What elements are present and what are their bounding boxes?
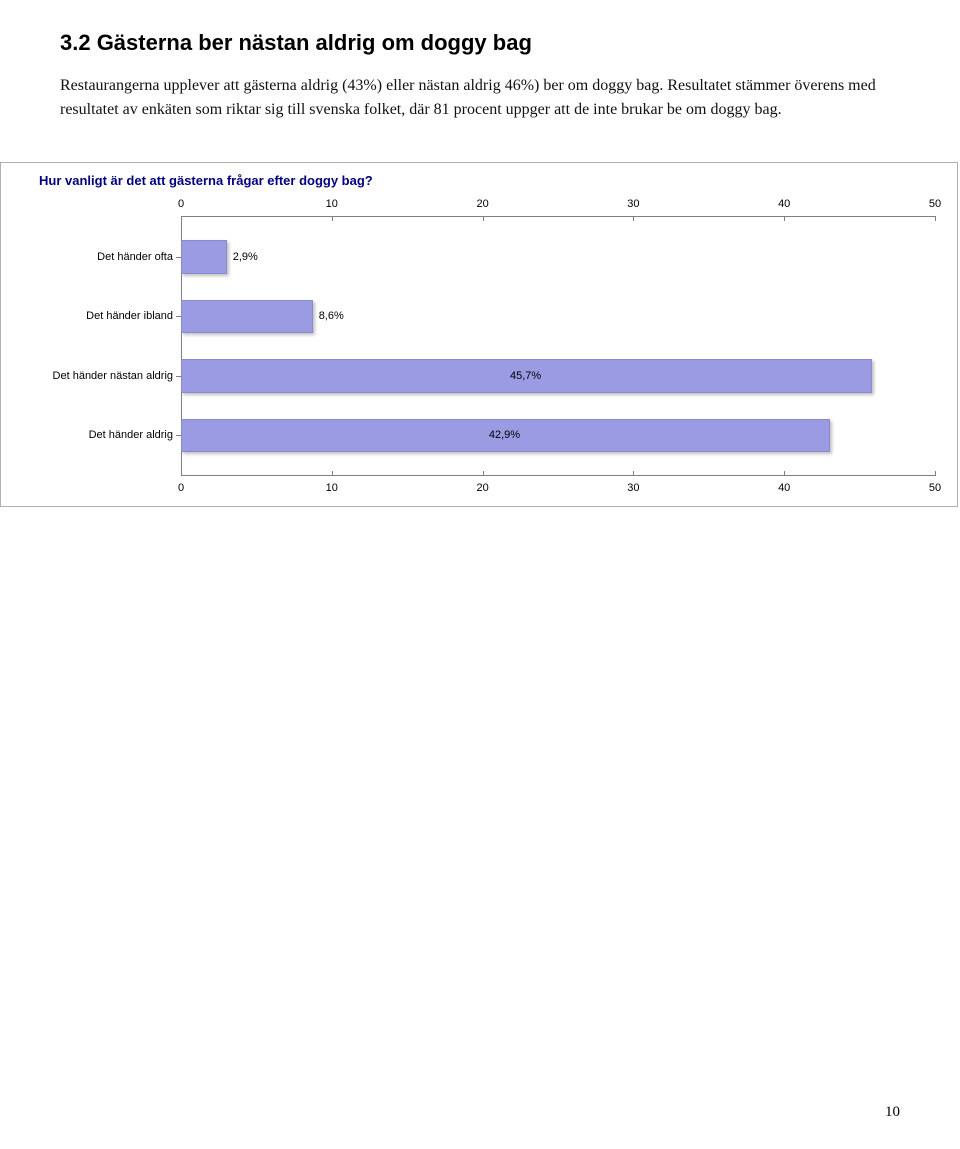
chart-plot-area: Det händer ofta2,9% Det händer ibland8,6%… [181,196,935,496]
x-tick-mark [633,471,634,476]
x-tick-mark [181,216,182,221]
x-tick-mark [483,471,484,476]
x-tick-mark [483,216,484,221]
x-tick-mark [181,471,182,476]
chart-title: Hur vanligt är det att gästerna frågar e… [39,173,947,188]
bar-value-label: 45,7% [510,370,541,382]
x-tick-label: 40 [778,198,790,210]
bar-value-label: 8,6% [319,310,344,322]
bar [181,240,227,274]
bar-value-label: 2,9% [233,251,258,263]
bar-row: Det händer aldrig42,9% [181,415,935,457]
bar-row: Det händer nästan aldrig45,7% [181,355,935,397]
x-axis-top [181,216,935,217]
x-tick-label: 50 [929,198,941,210]
body-paragraph: Restaurangerna upplever att gästerna ald… [60,74,900,122]
category-label: Det händer ibland [13,310,181,322]
section-heading: 3.2 Gästerna ber nästan aldrig om doggy … [60,30,900,56]
x-tick-mark [332,471,333,476]
x-tick-mark [784,216,785,221]
x-tick-label: 30 [627,482,639,494]
x-tick-label: 40 [778,482,790,494]
document-page: 3.2 Gästerna ber nästan aldrig om doggy … [0,0,960,1149]
bar-value-label: 42,9% [489,429,520,441]
page-number: 10 [885,1104,900,1121]
category-label: Det händer aldrig [13,429,181,441]
x-tick-mark [935,471,936,476]
x-tick-mark [935,216,936,221]
x-tick-mark [633,216,634,221]
bar-row: Det händer ofta2,9% [181,236,935,278]
x-tick-label: 0 [178,198,184,210]
bar [181,300,313,334]
x-tick-mark [332,216,333,221]
bars-area: Det händer ofta2,9% Det händer ibland8,6%… [181,236,935,456]
category-label: Det händer nästan aldrig [13,370,181,382]
chart-container: Hur vanligt är det att gästerna frågar e… [0,162,958,507]
x-tick-label: 20 [476,198,488,210]
x-tick-mark [784,471,785,476]
x-tick-label: 0 [178,482,184,494]
bar-row: Det händer ibland8,6% [181,296,935,338]
x-axis-bottom [181,475,935,476]
x-tick-label: 10 [326,198,338,210]
category-label: Det händer ofta [13,251,181,263]
x-tick-label: 30 [627,198,639,210]
x-tick-label: 10 [326,482,338,494]
x-tick-label: 50 [929,482,941,494]
x-tick-label: 20 [476,482,488,494]
